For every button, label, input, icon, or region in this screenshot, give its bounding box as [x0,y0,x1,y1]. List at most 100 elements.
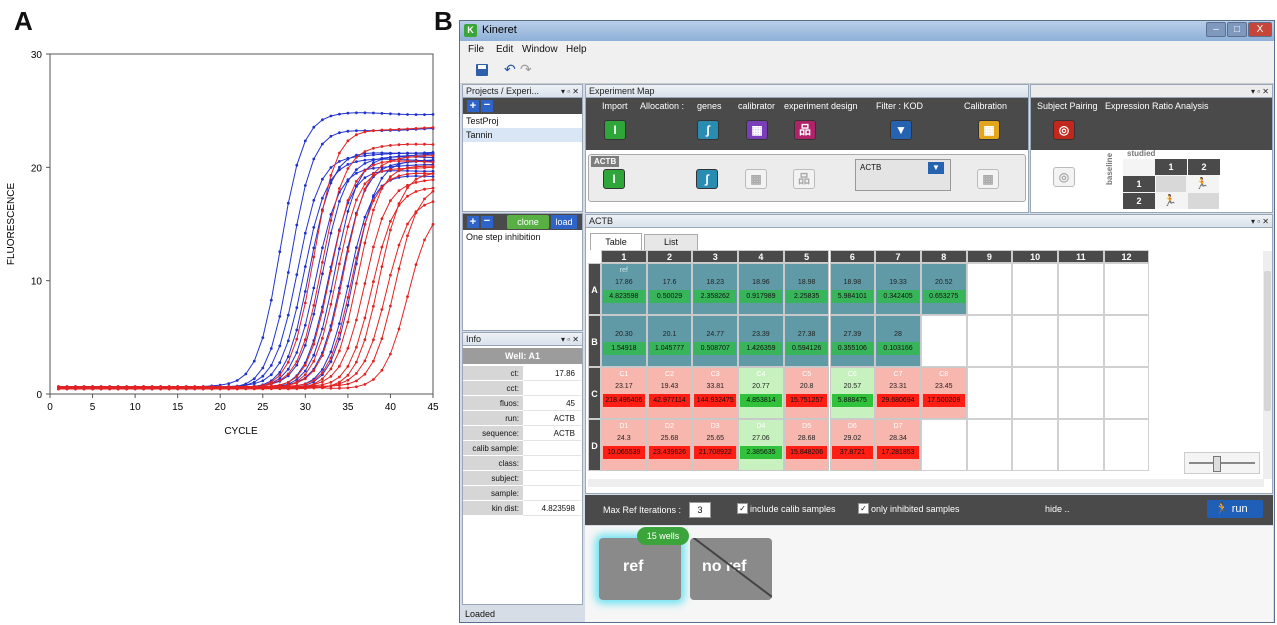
undo-icon[interactable]: ↶ [504,61,516,77]
plate-well[interactable]: C7 23.31 29.680694 [875,367,921,419]
plate-well-empty[interactable] [1012,263,1058,315]
calibration-icon[interactable]: ▦ [978,120,1000,140]
plate-well[interactable]: 18.98 5.984101 [829,263,876,315]
clone-button[interactable]: clone [507,215,549,229]
plate-well-empty[interactable] [1012,315,1058,367]
plate-well-empty[interactable] [1103,419,1150,471]
actb-calibrator-icon[interactable]: ▦ [745,169,767,189]
run-button[interactable]: 🏃 run [1207,500,1263,518]
plate-well[interactable]: C5 20.8 15.751257 [783,367,830,419]
plate-well-empty[interactable] [966,419,1013,471]
plate-well[interactable]: D3 25.65 21.708922 [692,419,739,471]
panel-controls-icon[interactable]: ▾ ▫ ✕ [561,87,579,96]
plate-well-empty[interactable] [1012,419,1058,471]
include-calib-checkbox[interactable]: ✓ [737,503,748,514]
plate-well[interactable]: 20.30 1.54918 [601,315,647,367]
close-window-button[interactable]: X [1248,22,1272,37]
plate-well-empty[interactable] [1058,419,1104,471]
analysis-controls-icon[interactable]: ▾ ▫ ✕ [1251,87,1269,96]
plate-well[interactable]: C8 23.45 17.500209 [920,367,967,419]
plate-well[interactable]: D1 24.3 10.065539 [601,419,647,471]
plate-well[interactable]: D7 28.34 17.281853 [875,419,921,471]
hide-link[interactable]: hide .. [1045,504,1070,514]
tab-list[interactable]: List [644,234,698,251]
plate-scrollbar[interactable] [1263,251,1272,479]
menu-edit[interactable]: Edit [496,44,514,55]
project-item-tannin[interactable]: Tannin [463,128,582,142]
plate-well-empty[interactable] [966,263,1013,315]
plate-well[interactable]: 20.1 1.045777 [646,315,693,367]
maximize-button[interactable]: □ [1227,22,1247,37]
plate-well[interactable]: D2 25.68 23.439626 [646,419,693,471]
tab-table[interactable]: Table [590,233,642,250]
plate-well-empty[interactable] [1058,263,1104,315]
plate-well-empty[interactable] [966,367,1013,419]
actb-design-icon[interactable]: 品 [793,169,815,189]
runner-icon[interactable]: 🏃 [1195,178,1209,190]
remove-project-button[interactable]: − [481,100,493,112]
plate-well[interactable]: 18.23 2.358262 [692,263,739,315]
plate-hscrollbar[interactable] [588,479,1264,487]
plate-well[interactable]: 27.38 0.594126 [783,315,830,367]
experiment-item[interactable]: One step inhibition [466,232,541,242]
plate-well[interactable]: 27.39 0.355106 [829,315,876,367]
plate-well[interactable]: ref 17.86 4.823598 [601,263,647,315]
filter-icon[interactable]: ▼ [890,120,912,140]
plate-well-empty[interactable] [1103,367,1150,419]
plate-well[interactable]: D5 28.68 15.848206 [783,419,830,471]
plate-well[interactable]: 24.77 0.508707 [692,315,739,367]
plate-well-empty[interactable] [1012,367,1058,419]
zoom-slider-thumb[interactable] [1213,456,1221,472]
actb-calibration-icon[interactable]: ▦ [977,169,999,189]
max-ref-input[interactable]: 3 [689,502,711,518]
matrix-cell-1-1[interactable] [1156,176,1186,192]
genes-icon[interactable]: ∫ [697,120,719,140]
only-inhibited-checkbox[interactable]: ✓ [858,503,869,514]
plate-well[interactable]: C6 20.57 5.888475 [829,367,876,419]
experiment-design-icon[interactable]: 品 [794,120,816,140]
minimize-button[interactable]: – [1206,22,1226,37]
matrix-cell-2-2[interactable] [1188,193,1219,209]
actb-import-icon[interactable]: I [603,169,625,189]
subject-pairing-icon[interactable]: ◎ [1053,120,1075,140]
plate-well[interactable]: 23.39 1.426359 [738,315,784,367]
plate-well[interactable]: 28 0.103166 [875,315,921,367]
plate-well[interactable]: 18.96 0.917989 [738,263,784,315]
plate-well[interactable]: 17.6 0.50029 [646,263,693,315]
menu-window[interactable]: Window [522,44,558,55]
add-experiment-button[interactable]: + [467,216,479,228]
plate-well[interactable]: C1 23.17 218.495406 [601,367,647,419]
save-icon[interactable] [476,64,488,76]
plate-well-empty[interactable] [1103,263,1150,315]
no-ref-button[interactable]: no ref [690,538,772,600]
actb-genes-icon[interactable]: ∫ [696,169,718,189]
runner-icon-2[interactable]: 🏃 [1163,195,1177,207]
plate-well[interactable]: C2 19.43 42.977114 [646,367,693,419]
info-panel-controls-icon[interactable]: ▾ ▫ ✕ [561,335,579,344]
plate-well-empty[interactable] [1058,367,1104,419]
plate-well-empty[interactable] [920,315,967,367]
menu-help[interactable]: Help [566,44,587,55]
plate-controls-icon[interactable]: ▾ ▫ ✕ [1251,217,1269,226]
plate-well[interactable]: C3 33.81 144.932475 [692,367,739,419]
calibrator-icon[interactable]: ▦ [746,120,768,140]
plate-well-empty[interactable] [1103,315,1150,367]
plate-well-empty[interactable] [1058,315,1104,367]
plate-well-empty[interactable] [920,419,967,471]
remove-experiment-button[interactable]: − [481,216,493,228]
plate-well[interactable]: 19.33 0.342405 [875,263,921,315]
pairing-disabled-icon[interactable]: ◎ [1053,167,1075,187]
zoom-slider[interactable] [1184,452,1260,474]
plate-well[interactable]: 18.98 2.25835 [783,263,830,315]
add-project-button[interactable]: + [467,100,479,112]
scrollbar-thumb[interactable] [1264,271,1271,411]
plate-well[interactable]: D4 27.06 2.385635 [738,419,784,471]
load-button[interactable]: load [551,215,577,229]
actb-filter-box[interactable]: ACTB ▼ [855,159,951,191]
import-icon[interactable]: I [604,120,626,140]
plate-well[interactable]: D6 29.02 37.8721 [829,419,876,471]
actb-filter-icon[interactable]: ▼ [928,162,944,174]
plate-well-empty[interactable] [966,315,1013,367]
menu-file[interactable]: File [468,44,485,55]
redo-icon[interactable]: ↷ [520,61,532,77]
